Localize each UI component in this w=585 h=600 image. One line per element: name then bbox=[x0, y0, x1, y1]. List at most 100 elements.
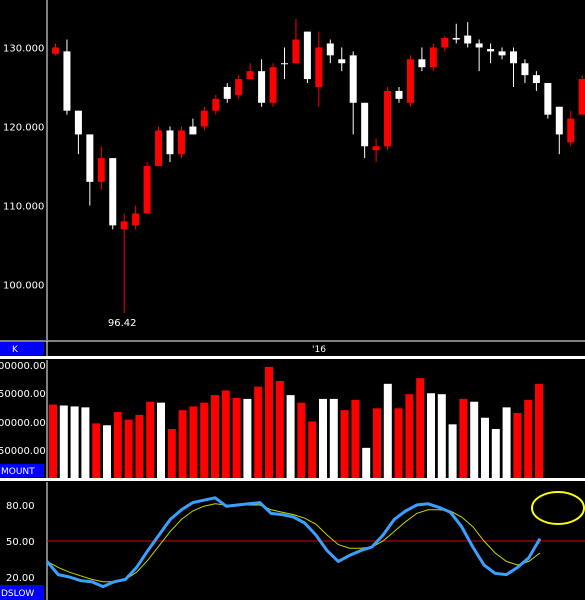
volume-bar bbox=[351, 399, 360, 478]
candle-body bbox=[189, 126, 197, 135]
stoch-tick-label: 50.00 bbox=[6, 537, 35, 548]
candle-body bbox=[200, 110, 208, 127]
volume-bar bbox=[362, 447, 371, 478]
candle-body bbox=[303, 31, 311, 80]
volume-bar bbox=[491, 429, 500, 478]
date-row bbox=[0, 341, 585, 356]
candle-body bbox=[338, 59, 346, 64]
candle-body bbox=[235, 79, 243, 95]
candle-body bbox=[258, 71, 266, 103]
volume-bar bbox=[286, 395, 295, 478]
price-panel: 130.000120.000110.000100.000133.60096.42… bbox=[0, 0, 585, 359]
volume-bar bbox=[146, 401, 155, 478]
year-label: '16 bbox=[312, 345, 326, 355]
candle-body bbox=[326, 43, 334, 56]
candle-body bbox=[406, 59, 414, 103]
volume-bar bbox=[275, 381, 284, 478]
volume-bar bbox=[481, 417, 489, 478]
candle-body bbox=[223, 86, 231, 99]
stoch-k-line bbox=[45, 496, 542, 589]
volume-bar bbox=[221, 390, 230, 478]
volume-label: MOUNT bbox=[1, 467, 35, 477]
candle-body bbox=[567, 118, 575, 143]
candle-body bbox=[418, 59, 426, 68]
candle-body bbox=[97, 158, 105, 182]
volume-bar bbox=[470, 401, 479, 478]
volume-bar bbox=[405, 394, 414, 478]
volume-tick-label: 00000.00 bbox=[0, 361, 46, 372]
candle-body bbox=[246, 71, 254, 80]
volume-bar bbox=[124, 419, 133, 478]
candle-body bbox=[281, 63, 288, 65]
volume-tick-label: 50000.00 bbox=[0, 389, 46, 400]
candle-body bbox=[544, 83, 552, 115]
volume-bar bbox=[416, 378, 425, 478]
volume-bar bbox=[265, 366, 273, 478]
volume-tick-label: 50000.00 bbox=[0, 446, 46, 457]
candle-body bbox=[498, 51, 506, 56]
candle-body bbox=[487, 49, 495, 52]
volume-bar bbox=[135, 414, 144, 478]
volume-panel: 00000.00 50000.00 00000.00 50000.00 MOUNT bbox=[0, 360, 585, 481]
volume-bar bbox=[103, 425, 111, 478]
volume-bar bbox=[211, 395, 219, 478]
candle-body bbox=[86, 134, 94, 182]
price-tick-label: 110.000 bbox=[3, 202, 44, 213]
volume-bar bbox=[232, 397, 241, 478]
volume-bar bbox=[308, 421, 317, 478]
stoch-panel: 80.00 50.00 20.00 DSLOW bbox=[0, 482, 585, 600]
candle-body bbox=[510, 51, 517, 64]
candle-body bbox=[109, 158, 117, 226]
volume-bar bbox=[448, 424, 457, 478]
low-annotation: 96.42 bbox=[108, 318, 137, 329]
volume-bar bbox=[254, 386, 263, 478]
volume-bar bbox=[535, 383, 543, 478]
panel-divider-2 bbox=[0, 478, 585, 481]
highlight-circle bbox=[531, 491, 585, 525]
volume-bar bbox=[49, 404, 57, 478]
candle-body bbox=[74, 110, 82, 135]
price-tick-label: 100.000 bbox=[3, 281, 44, 292]
volume-bar bbox=[157, 402, 165, 478]
volume-bar bbox=[524, 399, 533, 478]
candle-body bbox=[475, 43, 483, 48]
stoch-label-box bbox=[0, 585, 44, 600]
volume-bar bbox=[297, 402, 306, 478]
volume-bar bbox=[59, 405, 68, 478]
k-label: K bbox=[12, 345, 19, 355]
volume-bar bbox=[92, 423, 101, 478]
stoch-tick-label: 20.00 bbox=[6, 573, 35, 584]
stoch-tick-label: 80.00 bbox=[6, 501, 35, 512]
panel-divider-1 bbox=[0, 356, 585, 359]
volume-bar bbox=[427, 393, 435, 478]
candle-body bbox=[532, 75, 540, 84]
volume-bar bbox=[319, 398, 327, 478]
candle-body bbox=[464, 35, 472, 44]
price-tick-label: 130.000 bbox=[3, 43, 44, 54]
candle-body bbox=[177, 130, 185, 155]
volume-bar bbox=[200, 402, 209, 478]
volume-tick-label: 00000.00 bbox=[0, 418, 46, 429]
candle-body bbox=[155, 130, 163, 167]
candle-body bbox=[452, 37, 460, 40]
candle-body bbox=[52, 47, 59, 54]
candle-body bbox=[349, 55, 357, 103]
candle-body bbox=[578, 79, 585, 115]
volume-bar bbox=[329, 398, 338, 478]
k-label-box bbox=[0, 342, 44, 355]
volume-bar bbox=[437, 394, 446, 478]
volume-bar bbox=[459, 398, 468, 478]
volume-bar bbox=[243, 398, 252, 478]
volume-bar bbox=[383, 383, 392, 478]
candle-body bbox=[315, 47, 323, 87]
volume-bar bbox=[189, 406, 198, 478]
candle-body bbox=[395, 90, 403, 99]
candle-body bbox=[384, 90, 392, 147]
candle-body bbox=[166, 130, 174, 155]
candle-body bbox=[441, 37, 449, 48]
volume-bar bbox=[373, 408, 381, 478]
candle-body bbox=[143, 166, 151, 214]
candle-body bbox=[120, 221, 128, 230]
